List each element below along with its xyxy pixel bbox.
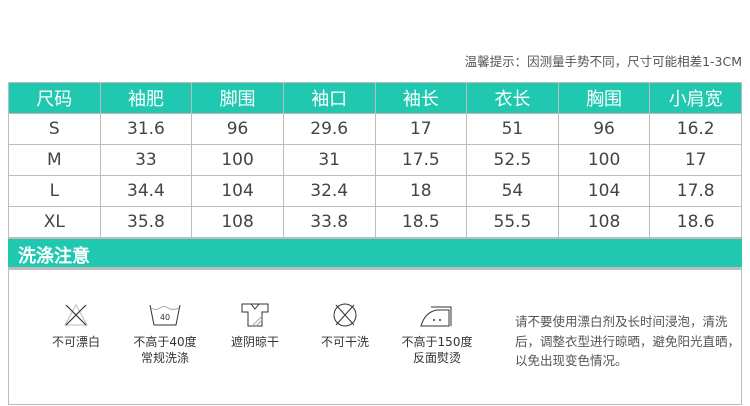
size-table: 尺码 袖肥 脚围 袖口 袖长 衣长 胸围 小肩宽 S 31.6 96 29.6 17 51 96 16.2 M…	[8, 82, 742, 238]
column-header: 袖长	[374, 82, 468, 114]
care-box	[8, 268, 742, 405]
column-header: 尺码	[8, 82, 101, 114]
table-cell: 35.8	[99, 206, 193, 238]
care-label: 反面熨烫	[412, 351, 461, 365]
table-cell: 96	[191, 113, 284, 145]
column-header: 衣长	[466, 82, 559, 114]
care-label: 不高于40度	[133, 335, 197, 349]
table-row: XL 35.8 108 33.8 18.5 55.5 108 18.6	[8, 206, 742, 238]
column-header: 胸围	[557, 82, 651, 114]
table-cell: 32.4	[282, 175, 376, 207]
care-section-header: 洗涤注意	[8, 237, 742, 270]
table-cell: 100	[557, 144, 651, 176]
care-label: 不可干洗	[320, 335, 369, 349]
column-header: 小肩宽	[649, 82, 742, 114]
care-title: 洗涤注意	[18, 246, 90, 267]
table-cell: 16.2	[649, 113, 742, 145]
table-cell: 33	[99, 144, 193, 176]
table-cell: 108	[557, 206, 651, 238]
size-tip: 温馨提示：因测量手势不同，尺寸可能相差1-3CM	[464, 54, 742, 69]
care-item-iron: 不高于150度 反面熨烫	[392, 302, 482, 366]
no-bleach-icon	[64, 303, 88, 326]
table-cell: 104	[557, 175, 651, 207]
wash-temp: 40	[160, 313, 170, 322]
care-note: 请不要使用漂白剂及长时间浸泡，清洗后，调整衣型进行晾晒，避免阳光直晒，以免出现变…	[515, 314, 741, 368]
care-item-no-bleach: 不可漂白	[31, 302, 121, 350]
table-cell: 18	[374, 175, 468, 207]
iron-icon	[420, 306, 452, 327]
wash-40-icon: 40	[149, 304, 181, 326]
care-item-wash-40: 40 不高于40度 常规洗涤	[120, 302, 210, 366]
table-cell: 17	[374, 113, 468, 145]
table-cell: M	[8, 144, 101, 176]
table-cell: S	[8, 113, 101, 145]
table-cell: 55.5	[466, 206, 559, 238]
table-cell: 108	[191, 206, 284, 238]
care-label: 不高于150度	[401, 335, 473, 349]
care-item-shade-dry: 遮阴晾干	[210, 302, 300, 350]
table-cell: 104	[191, 175, 284, 207]
table-cell: XL	[8, 206, 101, 238]
table-row: M 33 100 31 17.5 52.5 100 17	[8, 144, 742, 176]
table-cell: 31	[282, 144, 376, 176]
no-dry-clean-icon	[333, 303, 357, 327]
column-header: 袖口	[282, 82, 376, 114]
table-row: L 34.4 104 32.4 18 54 104 17.8	[8, 175, 742, 207]
column-header: 袖肥	[99, 82, 193, 114]
care-label: 遮阴晾干	[230, 335, 279, 349]
table-cell: 54	[466, 175, 559, 207]
care-item-no-dry-clean: 不可干洗	[300, 302, 390, 350]
table-cell: 33.8	[282, 206, 376, 238]
table-cell: 34.4	[99, 175, 193, 207]
table-cell: 17	[649, 144, 742, 176]
column-header: 脚围	[191, 82, 284, 114]
care-label: 常规洗涤	[140, 351, 189, 365]
table-cell: 18.6	[649, 206, 742, 238]
shade-dry-icon	[241, 303, 269, 327]
care-label: 不可漂白	[51, 335, 100, 349]
table-cell: 100	[191, 144, 284, 176]
table-cell: 17.5	[374, 144, 468, 176]
table-row: S 31.6 96 29.6 17 51 96 16.2	[8, 113, 742, 145]
table-cell: 52.5	[466, 144, 559, 176]
table-cell: 51	[466, 113, 559, 145]
table-cell: 31.6	[99, 113, 193, 145]
table-cell: 18.5	[374, 206, 468, 238]
table-cell: 96	[557, 113, 651, 145]
table-cell: 29.6	[282, 113, 376, 145]
table-cell: L	[8, 175, 101, 207]
table-cell: 17.8	[649, 175, 742, 207]
